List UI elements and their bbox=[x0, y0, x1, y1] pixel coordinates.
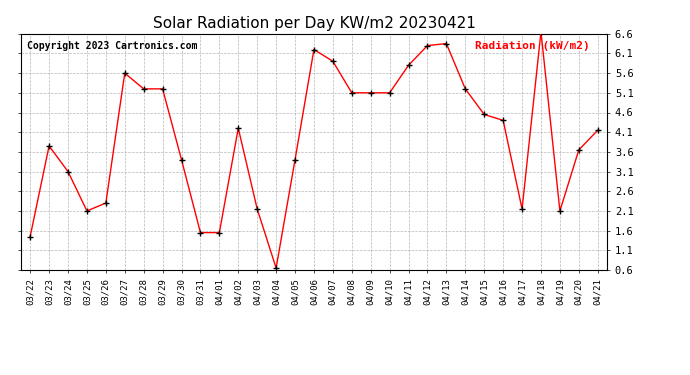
Title: Solar Radiation per Day KW/m2 20230421: Solar Radiation per Day KW/m2 20230421 bbox=[152, 16, 475, 31]
Text: Radiation (kW/m2): Radiation (kW/m2) bbox=[475, 41, 589, 51]
Text: Copyright 2023 Cartronics.com: Copyright 2023 Cartronics.com bbox=[26, 41, 197, 51]
